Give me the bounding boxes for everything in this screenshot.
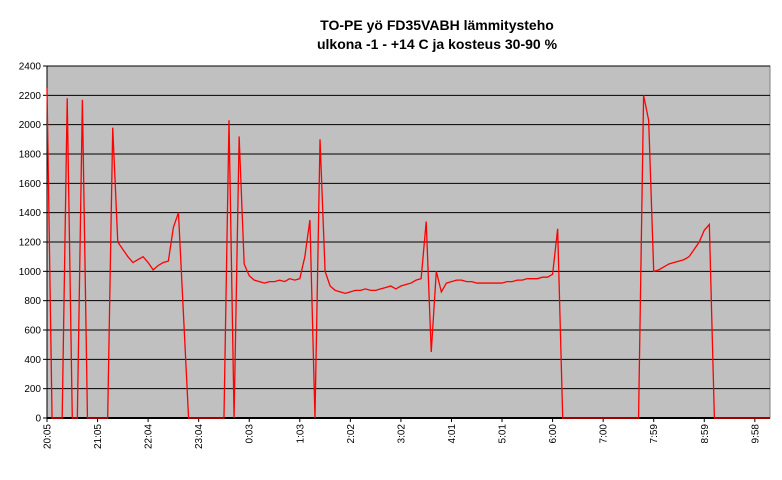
x-tick-label: 7:00 <box>599 424 610 444</box>
x-tick-label: 22:04 <box>144 424 155 449</box>
y-tick-label: 400 <box>24 355 41 366</box>
x-tick-label: 1:03 <box>295 424 306 444</box>
x-tick-label: 4:01 <box>447 424 458 444</box>
y-tick-label: 1600 <box>19 179 42 190</box>
x-tick-label: 8:59 <box>700 424 711 444</box>
y-tick-label: 1400 <box>19 208 42 219</box>
x-tick-label: 0:03 <box>245 424 256 444</box>
y-tick-label: 2400 <box>19 62 42 73</box>
x-tick-label: 9:58 <box>750 424 761 444</box>
x-tick-label: 21:05 <box>93 424 104 449</box>
chart-subtitle: ulkona -1 - +14 C ja kosteus 30-90 % <box>317 36 558 52</box>
y-tick-label: 0 <box>35 414 41 425</box>
y-tick-label: 1800 <box>19 150 42 161</box>
y-tick-label: 2200 <box>19 91 42 102</box>
x-tick-label: 23:04 <box>194 424 205 449</box>
y-tick-label: 2000 <box>19 120 42 131</box>
y-tick-label: 1200 <box>19 238 42 249</box>
data-line <box>46 87 770 419</box>
x-tick-label: 6:00 <box>548 424 559 444</box>
y-tick-label: 800 <box>24 296 41 307</box>
chart-title: TO-PE yö FD35VABH lämmitysteho <box>320 17 554 33</box>
y-tick-label: 600 <box>24 326 41 337</box>
x-tick-label: 3:02 <box>396 424 407 444</box>
x-tick-label: 20:05 <box>43 424 54 449</box>
x-tick-label: 7:59 <box>649 424 660 444</box>
y-tick-label: 200 <box>24 384 41 395</box>
x-tick-label: 5:01 <box>498 424 509 444</box>
y-tick-label: 1000 <box>19 267 42 278</box>
x-tick-label: 2:02 <box>346 424 357 444</box>
